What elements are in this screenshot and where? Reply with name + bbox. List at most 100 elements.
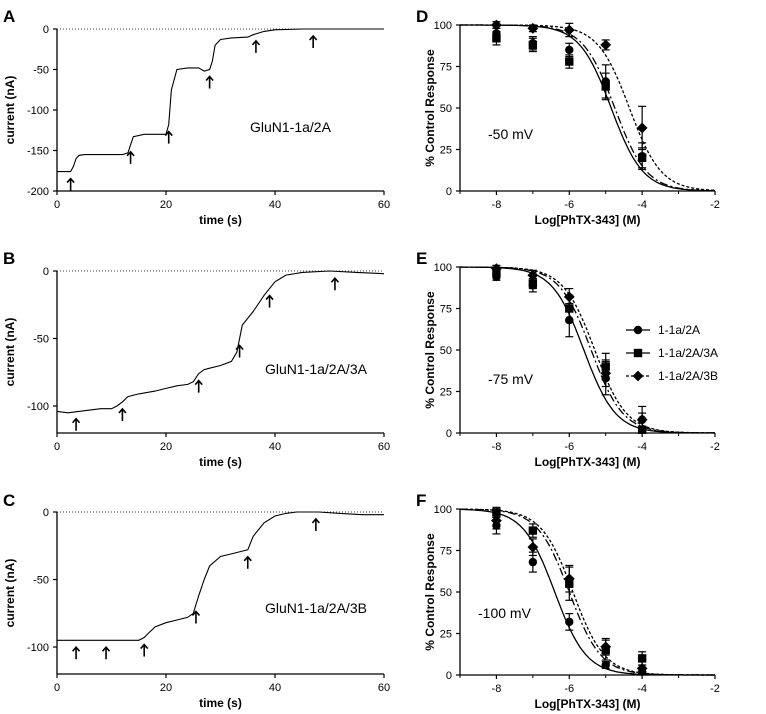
fit-curve: [460, 508, 715, 676]
series-2: [460, 506, 715, 676]
data-point: [527, 22, 539, 34]
y-tick-label: 25: [440, 145, 452, 157]
data-point: [601, 660, 610, 670]
data-point: [491, 19, 502, 31]
panel-annotation: GluN1-1a/2A/3B: [265, 600, 367, 616]
y-axis-label: current (nA): [3, 559, 17, 628]
x-tick-label: -2: [710, 683, 720, 695]
x-tick-label: 60: [378, 441, 390, 453]
x-tick-label: -2: [710, 441, 720, 453]
x-tick-label: 20: [160, 441, 172, 453]
y-axis-label: % Control Response: [423, 533, 437, 651]
arrow-head: [330, 277, 340, 283]
arrow-head: [66, 177, 75, 184]
data-point: [600, 39, 612, 51]
panel-d: D -8 -6 -4 -2 0 25 50 75 100 Log[PhTX-343] (M) % Co…: [416, 7, 720, 227]
legend-marker: [633, 348, 643, 358]
panel-annotation: GluN1-1a/2A: [250, 119, 332, 135]
panel-b: B 0 20 40 60 -100 -50 0 time (s) current (nA) GluN…: [3, 249, 390, 469]
legend-marker: [633, 325, 643, 335]
series-3: [460, 263, 715, 434]
arrow-marker: [126, 150, 135, 164]
arrow-head: [164, 130, 173, 137]
data-point: [492, 34, 501, 43]
legend-label: 1-1a/2A/3A: [658, 346, 718, 360]
y-tick-label: -100: [27, 105, 49, 117]
arrow-marker: [309, 34, 318, 48]
current-trace: [57, 511, 384, 641]
y-tick-label: -200: [27, 186, 49, 198]
x-tick-label: 60: [378, 199, 390, 211]
x-tick-label: -8: [492, 199, 502, 211]
x-tick-label: 40: [269, 441, 281, 453]
series-3: [460, 19, 716, 191]
data-point: [637, 654, 647, 663]
fit-curve: [460, 266, 715, 434]
arrow-marker: [311, 517, 320, 531]
panel-e: E -8 -6 -4 -2 0 25 50 75 100 Log[PhTX-343] (M) % Co…: [416, 249, 720, 469]
arrow-marker: [205, 75, 214, 89]
y-tick-label: 0: [43, 24, 49, 36]
data-point: [565, 45, 574, 55]
x-axis-label: time (s): [199, 696, 242, 710]
x-tick-label: -6: [564, 441, 574, 453]
x-axis-label: Log[PhTX-343] (M): [535, 697, 641, 711]
y-axis-label: current (nA): [3, 76, 17, 145]
data-point: [528, 40, 538, 50]
x-tick-label: -4: [637, 441, 647, 453]
arrow-marker: [101, 646, 111, 660]
arrow-head: [118, 407, 127, 414]
arrow-head: [191, 610, 201, 617]
data-point: [528, 279, 538, 288]
x-axis-label: time (s): [199, 213, 242, 227]
panel-f: F -8 -6 -4 -2 0 25 50 75 100 Log[PhTX-343] (M) % Co…: [416, 491, 720, 711]
data-point: [601, 82, 610, 91]
x-tick-label: -6: [564, 199, 574, 211]
y-axis-label: % Control Response: [423, 291, 437, 409]
data-point: [636, 122, 648, 134]
arrow-marker: [243, 555, 252, 569]
data-point: [636, 662, 648, 674]
panel-annotation: -100 mV: [478, 605, 532, 621]
x-tick-label: -8: [492, 683, 502, 695]
x-tick-label: 0: [54, 199, 60, 211]
x-axis-label: Log[PhTX-343] (M): [535, 455, 641, 469]
arrow-marker: [71, 417, 81, 431]
y-tick-label: 75: [440, 62, 452, 74]
x-tick-label: 60: [378, 682, 390, 694]
x-axis-label: Log[PhTX-343] (M): [535, 213, 641, 227]
data-point: [528, 526, 538, 535]
series-2: [460, 24, 715, 192]
data-point: [600, 641, 612, 653]
panel-a: A 0 20 40 60 -200 -150 -100 -50 0 time (s) current …: [3, 7, 390, 227]
arrow-marker: [194, 379, 203, 393]
panel-c: C 0 20 40 60 -100 -50 0 time (s) current (nA) GluN…: [3, 491, 390, 710]
x-tick-label: -4: [637, 683, 647, 695]
arrow-head: [101, 646, 111, 652]
arrow-head: [126, 150, 135, 157]
data-point: [563, 291, 575, 303]
arrow-head: [243, 555, 252, 562]
y-tick-label: 0: [446, 186, 452, 198]
panel-annotation: -50 mV: [488, 126, 534, 142]
y-tick-label: -50: [33, 334, 49, 346]
arrow-head: [265, 294, 274, 301]
legend-label: 1-1a/2A/3B: [658, 369, 718, 383]
series-1: [459, 508, 715, 676]
x-tick-label: 40: [269, 682, 281, 694]
data-point: [491, 263, 502, 275]
panel-letter: F: [416, 491, 426, 510]
y-axis-label: % Control Response: [423, 49, 437, 167]
arrow-head: [140, 643, 149, 650]
data-point: [565, 304, 574, 313]
data-point: [491, 515, 502, 527]
arrow-head: [309, 34, 318, 41]
x-axis-label: time (s): [199, 455, 242, 469]
data-point: [563, 24, 575, 36]
data-point: [636, 414, 648, 426]
fit-curve: [460, 24, 716, 191]
data-point: [563, 573, 575, 585]
y-tick-label: -100: [27, 642, 49, 654]
data-point: [600, 367, 612, 379]
arrow-marker: [265, 294, 274, 308]
